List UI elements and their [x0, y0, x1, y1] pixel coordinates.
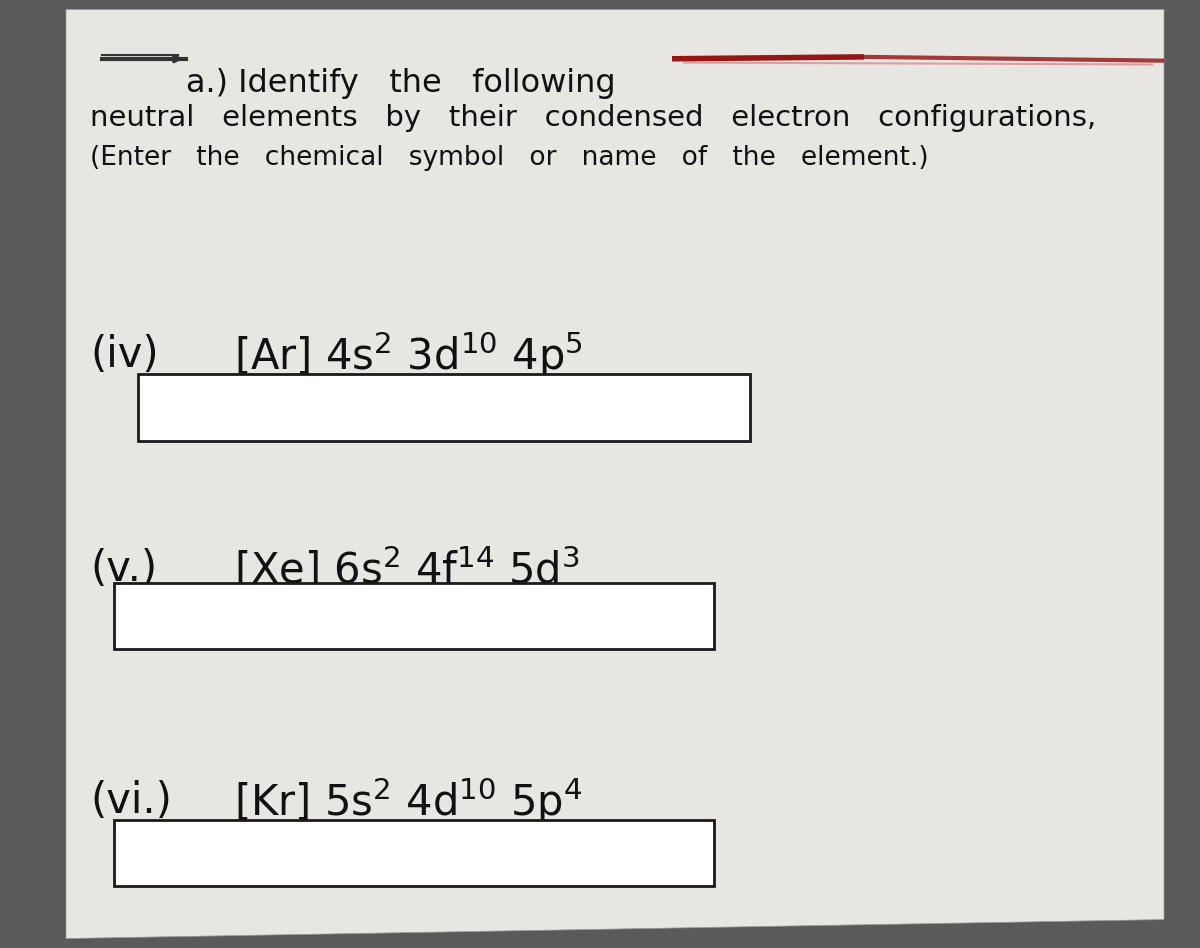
Text: [Xe] 6s$^2$ 4f$^{14}$ 5d$^3$: [Xe] 6s$^2$ 4f$^{14}$ 5d$^3$: [234, 545, 580, 592]
Text: [Ar] 4s$^2$ 3d$^{10}$ 4p$^5$: [Ar] 4s$^2$ 3d$^{10}$ 4p$^5$: [234, 330, 583, 381]
Text: (Enter   the   chemical   symbol   or   name   of   the   element.): (Enter the chemical symbol or name of th…: [90, 145, 929, 171]
Text: (iv): (iv): [90, 335, 158, 376]
Text: (v.): (v.): [90, 548, 157, 590]
Text: neutral   elements   by   their   condensed   electron   configurations,: neutral elements by their condensed elec…: [90, 104, 1097, 133]
FancyBboxPatch shape: [114, 820, 714, 886]
Text: (vi.): (vi.): [90, 780, 172, 822]
Text: a.) Identify   the   following: a.) Identify the following: [186, 68, 616, 100]
FancyBboxPatch shape: [138, 374, 750, 441]
Text: [Kr] 5s$^2$ 4d$^{10}$ 5p$^4$: [Kr] 5s$^2$ 4d$^{10}$ 5p$^4$: [234, 775, 582, 827]
Polygon shape: [66, 9, 1164, 939]
FancyBboxPatch shape: [114, 583, 714, 649]
